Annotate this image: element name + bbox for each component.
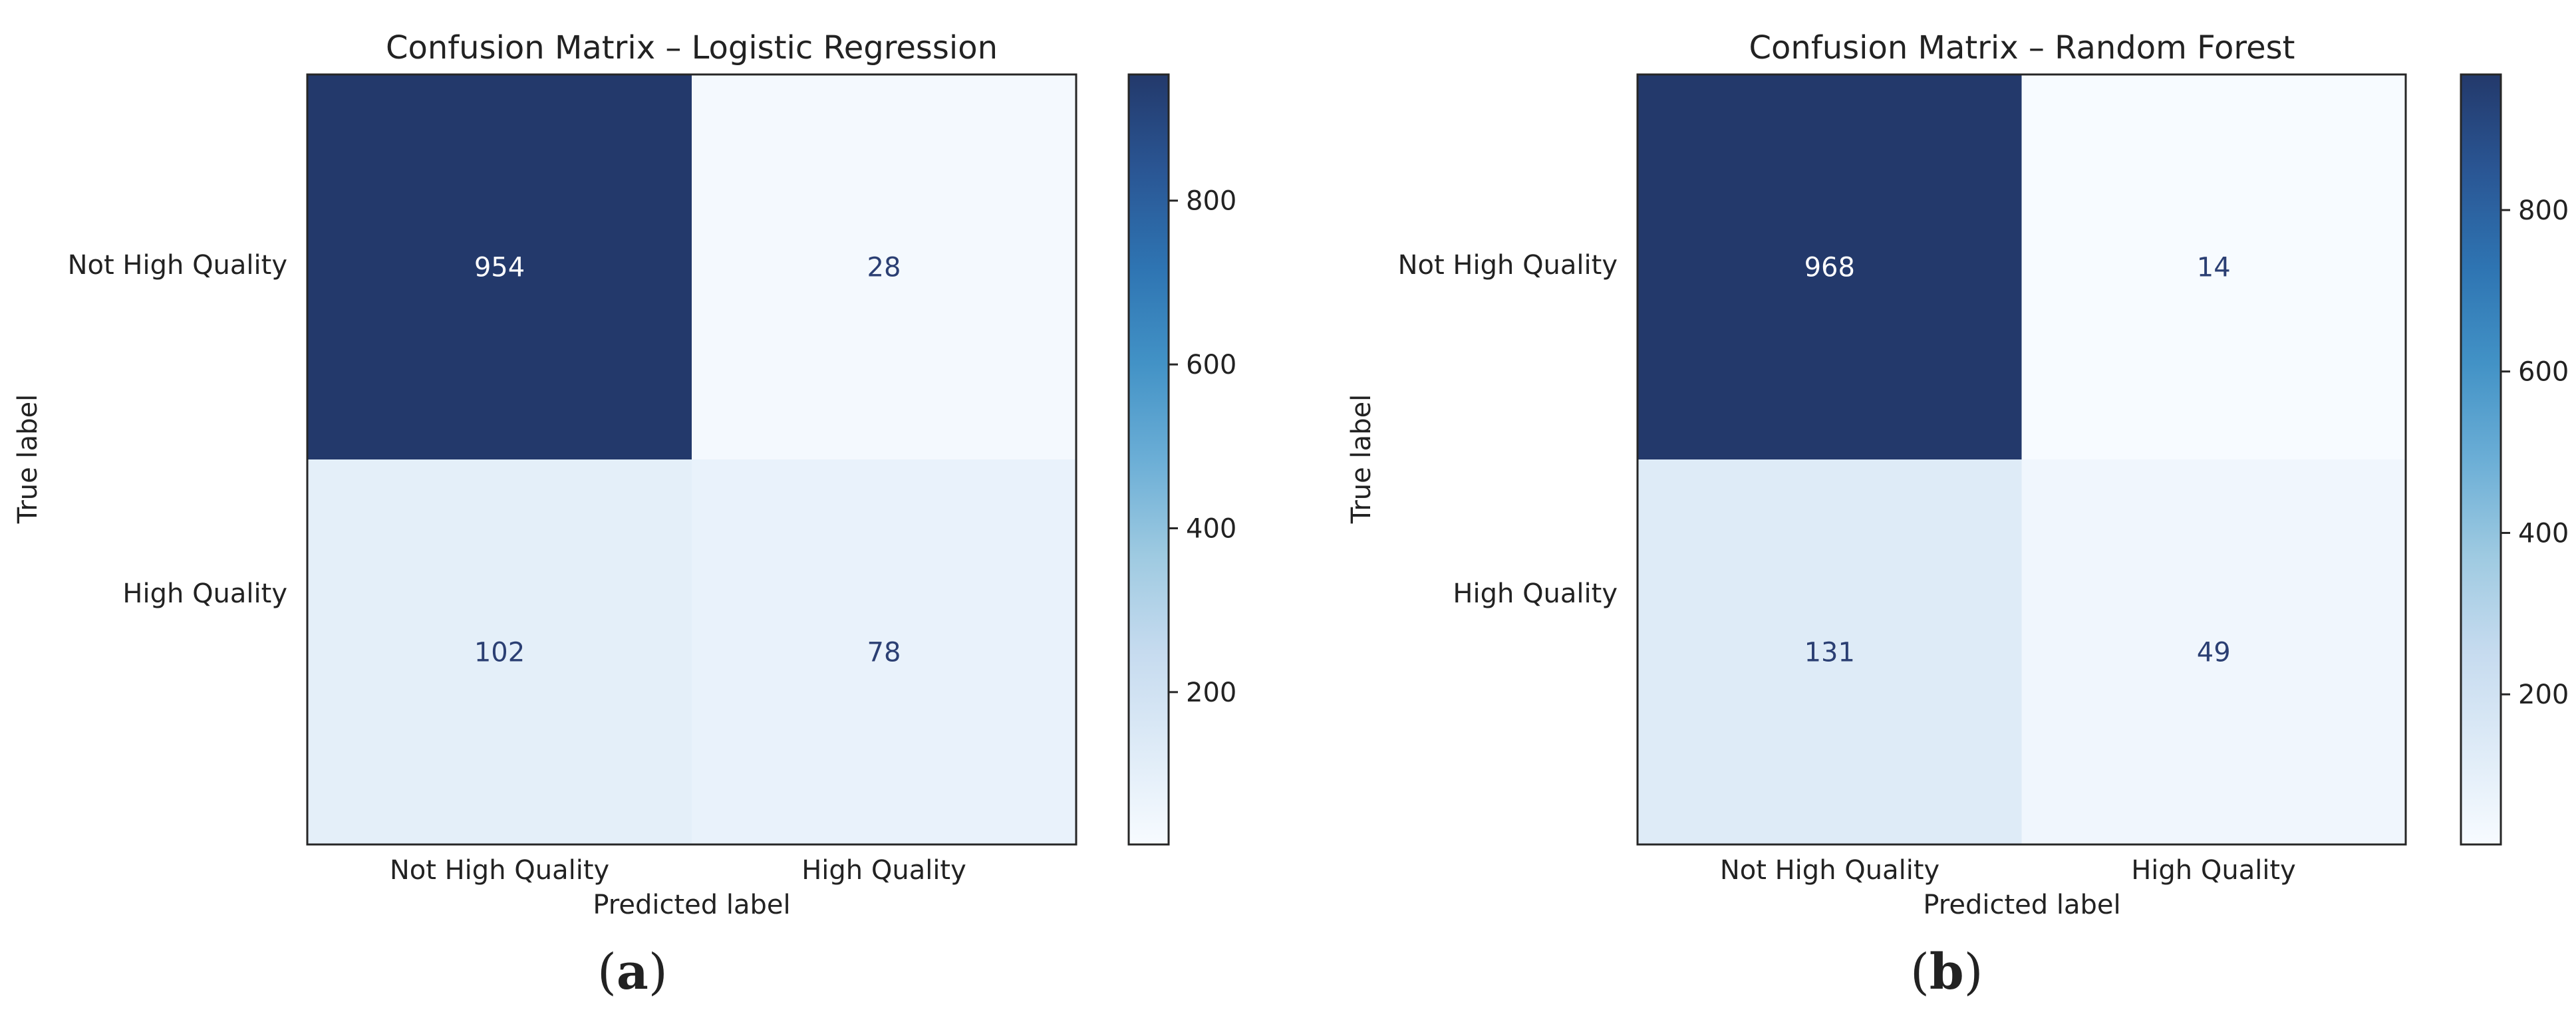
cell-value-label: 102 — [474, 638, 525, 668]
matrix-cell — [1638, 74, 2022, 460]
caption-paren: ) — [648, 944, 668, 1001]
matrix-cell — [2021, 74, 2406, 460]
matrix-cell — [1638, 459, 2022, 845]
colorbar-gradient — [1127, 73, 1170, 846]
x-tick-label: Not High Quality — [1720, 855, 1939, 886]
y-axis-label: True label — [1346, 394, 1377, 524]
matrix-cell — [692, 74, 1077, 460]
caption-letter: b — [1929, 944, 1964, 1001]
colorbar-tick-label: 200 — [1186, 678, 1236, 708]
y-tick-label: High Quality — [1453, 578, 1618, 609]
x-tick-labels: Not High Quality High Quality — [1720, 855, 2296, 886]
panel-a: Confusion Matrix – Logistic Regression 9… — [13, 29, 1236, 920]
matrix-cell — [2021, 459, 2406, 845]
cell-value-label: 968 — [1804, 253, 1855, 283]
cell-value-label: 78 — [867, 638, 901, 668]
y-tick-labels: Not High Quality High Quality — [68, 250, 287, 609]
cell-value-label: 14 — [2197, 253, 2231, 283]
x-tick-labels: Not High Quality High Quality — [390, 855, 966, 886]
caption-paren: ( — [597, 944, 617, 1001]
colorbar-tick-label: 800 — [2518, 195, 2569, 226]
colorbar: 200 400 600 800 — [1127, 73, 1236, 846]
panel-caption-a: (a) — [597, 948, 668, 997]
colorbar-gradient — [2460, 73, 2502, 846]
cell-value-label: 131 — [1804, 638, 1855, 668]
cell-value-label: 28 — [867, 253, 901, 283]
caption-paren: ) — [1963, 944, 1983, 1001]
x-axis-label: Predicted label — [1923, 890, 2120, 920]
cell-value-label: 954 — [474, 253, 525, 283]
plot-frame — [306, 73, 1077, 846]
chart-title: Confusion Matrix – Random Forest — [1749, 29, 2295, 66]
colorbar-tick-label: 600 — [1186, 350, 1236, 380]
matrix-cell — [692, 459, 1077, 845]
caption-paren: ( — [1910, 944, 1930, 1001]
panel-caption-b: (b) — [1910, 948, 1983, 997]
caption-letter: a — [616, 944, 648, 1001]
colorbar-ticks: 200 400 600 800 — [1169, 186, 1236, 708]
matrix-cell — [307, 74, 692, 460]
colorbar-tick-label: 400 — [1186, 513, 1236, 544]
colorbar-tick-label: 800 — [1186, 186, 1236, 217]
chart-title: Confusion Matrix – Logistic Regression — [386, 29, 998, 66]
matrix-cells: 954 28 102 78 — [307, 74, 1077, 845]
colorbar-ticks: 200 400 600 800 — [2501, 195, 2569, 710]
x-tick-label: Not High Quality — [390, 855, 609, 886]
colorbar-tick-label: 600 — [2518, 357, 2569, 388]
matrix-cells: 968 14 131 49 — [1638, 74, 2406, 845]
y-tick-label: Not High Quality — [68, 250, 287, 281]
y-axis-label: True label — [13, 394, 43, 524]
x-tick-label: High Quality — [2131, 855, 2296, 886]
y-tick-label: High Quality — [122, 578, 287, 609]
matrix-cell — [307, 459, 692, 845]
y-tick-labels: Not High Quality High Quality — [1398, 250, 1618, 609]
panel-b: Confusion Matrix – Random Forest 968 14 13… — [1346, 29, 2569, 920]
cell-value-label: 49 — [2197, 638, 2231, 668]
colorbar-tick-label: 200 — [2518, 680, 2569, 710]
x-tick-label: High Quality — [801, 855, 966, 886]
plot-frame — [1636, 73, 2407, 846]
y-tick-label: Not High Quality — [1398, 250, 1618, 281]
colorbar: 200 400 600 800 — [2460, 73, 2569, 846]
colorbar-tick-label: 400 — [2518, 518, 2569, 549]
x-axis-label: Predicted label — [593, 890, 790, 920]
